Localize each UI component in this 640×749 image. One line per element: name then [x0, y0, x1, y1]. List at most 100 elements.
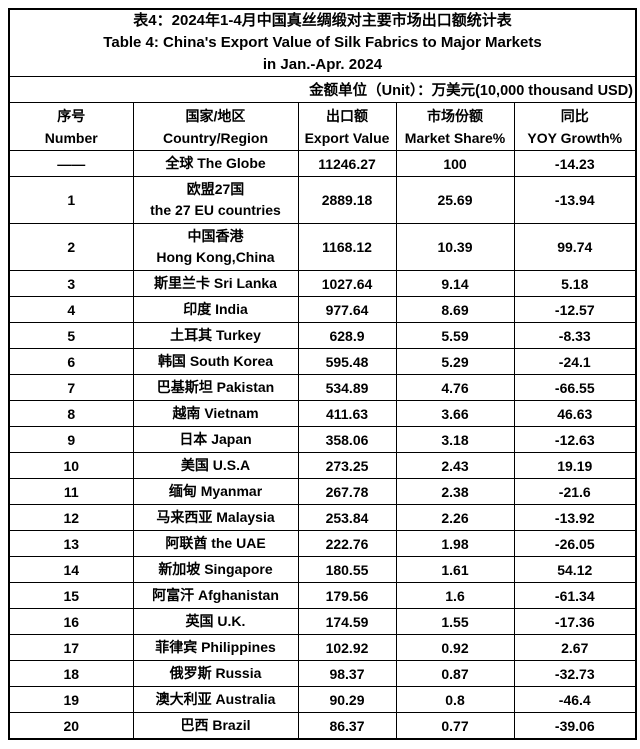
cell-market-share: 25.69 [395, 176, 515, 224]
cell-number: 7 [8, 374, 134, 401]
cell-yoy-growth: -32.73 [513, 660, 637, 687]
cell-country: 土耳其 Turkey [132, 322, 299, 349]
cell-market-share: 2.26 [395, 504, 515, 531]
cell-number: 11 [8, 478, 134, 505]
table-row: 10 美国 U.S.A 273.25 2.43 19.19 [8, 452, 637, 479]
cell-export-value: 174.59 [297, 608, 397, 635]
cell-market-share: 0.8 [395, 686, 515, 713]
header-row: 序号 Number 国家/地区 Country/Region 出口额 Export … [8, 102, 637, 151]
column-header-yoy-growth: 同比 YOY Growth% [513, 102, 637, 151]
cell-country: 新加坡 Singapore [132, 556, 299, 583]
table-row: 12 马来西亚 Malaysia 253.84 2.26 -13.92 [8, 504, 637, 531]
cell-country: 阿富汗 Afghanistan [132, 582, 299, 609]
table-row: 9 日本 Japan 358.06 3.18 -12.63 [8, 426, 637, 453]
cell-yoy-growth: -12.57 [513, 296, 637, 323]
cell-country: 阿联酋 the UAE [132, 530, 299, 557]
column-header-country-region: 国家/地区 Country/Region [132, 102, 299, 151]
cell-export-value: 102.92 [297, 634, 397, 661]
table-row: 18 俄罗斯 Russia 98.37 0.87 -32.73 [8, 660, 637, 687]
cell-yoy-growth: -39.06 [513, 712, 637, 740]
cell-number: 9 [8, 426, 134, 453]
cell-export-value: 1027.64 [297, 270, 397, 297]
cell-country: 中国香港 Hong Kong,China [132, 223, 299, 271]
cell-number: 5 [8, 322, 134, 349]
cell-number: —— [8, 150, 134, 177]
unit-label: 金额单位（Unit）：万美元(10,000 thousand USD) [8, 76, 637, 103]
table-row: 13 阿联酋 the UAE 222.76 1.98 -26.05 [8, 530, 637, 557]
cell-country: 斯里兰卡 Sri Lanka [132, 270, 299, 297]
cell-market-share: 10.39 [395, 223, 515, 271]
cell-export-value: 90.29 [297, 686, 397, 713]
cell-number: 14 [8, 556, 134, 583]
column-header-export-value: 出口额 Export Value [297, 102, 397, 151]
cell-country: 韩国 South Korea [132, 348, 299, 375]
cell-export-value: 358.06 [297, 426, 397, 453]
cell-market-share: 2.43 [395, 452, 515, 479]
table-row: 11 缅甸 Myanmar 267.78 2.38 -21.6 [8, 478, 637, 505]
cell-yoy-growth: -13.92 [513, 504, 637, 531]
cell-yoy-growth: -21.6 [513, 478, 637, 505]
cell-export-value: 411.63 [297, 400, 397, 427]
column-header-market-share: 市场份额 Market Share% [395, 102, 515, 151]
cell-yoy-growth: -12.63 [513, 426, 637, 453]
cell-country: 缅甸 Myanmar [132, 478, 299, 505]
cell-yoy-growth: 2.67 [513, 634, 637, 661]
cell-market-share: 1.98 [395, 530, 515, 557]
cell-country: 全球 The Globe [132, 150, 299, 177]
cell-country: 巴西 Brazil [132, 712, 299, 740]
table-row: 16 英国 U.K. 174.59 1.55 -17.36 [8, 608, 637, 635]
cell-yoy-growth: -24.1 [513, 348, 637, 375]
cell-number: 12 [8, 504, 134, 531]
cell-export-value: 86.37 [297, 712, 397, 740]
table-row: 15 阿富汗 Afghanistan 179.56 1.6 -61.34 [8, 582, 637, 609]
cell-number: 15 [8, 582, 134, 609]
cell-export-value: 2889.18 [297, 176, 397, 224]
cell-market-share: 5.29 [395, 348, 515, 375]
cell-country: 美国 U.S.A [132, 452, 299, 479]
cell-export-value: 977.64 [297, 296, 397, 323]
unit-row: 金额单位（Unit）：万美元(10,000 thousand USD) [8, 76, 637, 103]
cell-market-share: 4.76 [395, 374, 515, 401]
silk-export-statistics-table: 表4：2024年1-4月中国真丝绸缎对主要市场出口额统计表 Table 4: C… [8, 8, 638, 740]
cell-yoy-growth: 5.18 [513, 270, 637, 297]
cell-country: 日本 Japan [132, 426, 299, 453]
cell-market-share: 5.59 [395, 322, 515, 349]
cell-export-value: 534.89 [297, 374, 397, 401]
cell-export-value: 273.25 [297, 452, 397, 479]
cell-country: 欧盟27国 the 27 EU countries [132, 176, 299, 224]
cell-number: 17 [8, 634, 134, 661]
cell-yoy-growth: 54.12 [513, 556, 637, 583]
table-row: 7 巴基斯坦 Pakistan 534.89 4.76 -66.55 [8, 374, 637, 401]
cell-country: 菲律宾 Philippines [132, 634, 299, 661]
cell-export-value: 253.84 [297, 504, 397, 531]
table-row: —— 全球 The Globe 11246.27 100 -14.23 [8, 150, 637, 177]
cell-number: 6 [8, 348, 134, 375]
cell-country: 英国 U.K. [132, 608, 299, 635]
cell-number: 10 [8, 452, 134, 479]
cell-yoy-growth: 19.19 [513, 452, 637, 479]
title-row: 表4：2024年1-4月中国真丝绸缎对主要市场出口额统计表 Table 4: C… [8, 8, 637, 77]
cell-yoy-growth: -14.23 [513, 150, 637, 177]
cell-yoy-growth: -26.05 [513, 530, 637, 557]
cell-yoy-growth: -46.4 [513, 686, 637, 713]
table-title-zh: 表4：2024年1-4月中国真丝绸缎对主要市场出口额统计表 [133, 12, 512, 29]
table-row: 4 印度 India 977.64 8.69 -12.57 [8, 296, 637, 323]
table-title-en: Table 4: China's Export Value of Silk Fa… [103, 34, 542, 51]
cell-number: 3 [8, 270, 134, 297]
cell-number: 4 [8, 296, 134, 323]
table-row: 19 澳大利亚 Australia 90.29 0.8 -46.4 [8, 686, 637, 713]
cell-number: 1 [8, 176, 134, 224]
cell-number: 13 [8, 530, 134, 557]
cell-number: 16 [8, 608, 134, 635]
cell-market-share: 1.6 [395, 582, 515, 609]
data-table: 表4：2024年1-4月中国真丝绸缎对主要市场出口额统计表 Table 4: C… [8, 8, 638, 740]
cell-number: 8 [8, 400, 134, 427]
cell-market-share: 0.87 [395, 660, 515, 687]
cell-yoy-growth: -13.94 [513, 176, 637, 224]
cell-number: 20 [8, 712, 134, 740]
cell-number: 19 [8, 686, 134, 713]
cell-export-value: 267.78 [297, 478, 397, 505]
table-title-en-period: in Jan.-Apr. 2024 [262, 56, 383, 73]
cell-market-share: 1.55 [395, 608, 515, 635]
cell-yoy-growth: -8.33 [513, 322, 637, 349]
